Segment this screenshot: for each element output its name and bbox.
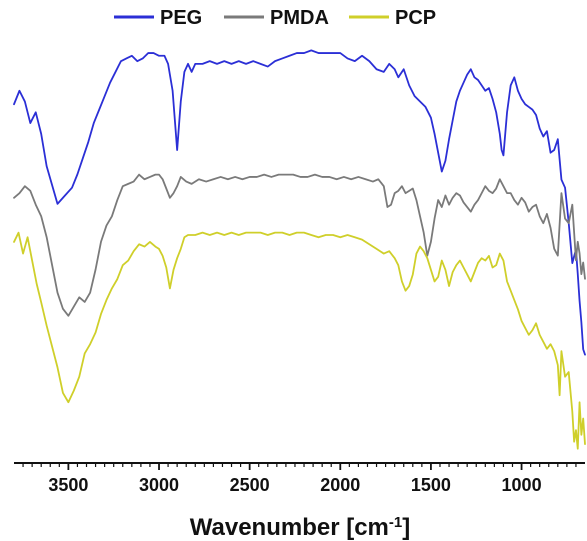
x-tick-label: 2000	[320, 475, 360, 495]
x-tick-label: 1500	[411, 475, 451, 495]
legend: PEG PMDA PCP	[114, 7, 436, 29]
x-axis-title-superscript: -1	[389, 514, 402, 531]
series-line-peg	[13, 49, 586, 356]
legend-item-pcp: PCP	[349, 7, 436, 29]
x-tick-label: 3000	[139, 475, 179, 495]
x-tick-label: 2500	[230, 475, 270, 495]
legend-item-pmda: PMDA	[224, 7, 329, 29]
x-axis-title-base: Wavenumber [cm	[190, 514, 389, 541]
x-tick-label: 3500	[48, 475, 88, 495]
x-tick-label: 1000	[502, 475, 542, 495]
x-ticks: 3500 3000 2500 2000 1500 1000	[22, 463, 577, 495]
x-axis-title: Wavenumber [cm-1]	[190, 514, 411, 541]
legend-label-pmda: PMDA	[270, 7, 329, 29]
series-line-pcp	[13, 231, 586, 450]
series-line-pmda	[13, 173, 586, 317]
legend-label-pcp: PCP	[395, 7, 436, 29]
legend-label-peg: PEG	[160, 7, 202, 29]
x-axis-title-close: ]	[402, 514, 410, 541]
legend-item-peg: PEG	[114, 7, 202, 29]
series-layer	[13, 49, 586, 450]
